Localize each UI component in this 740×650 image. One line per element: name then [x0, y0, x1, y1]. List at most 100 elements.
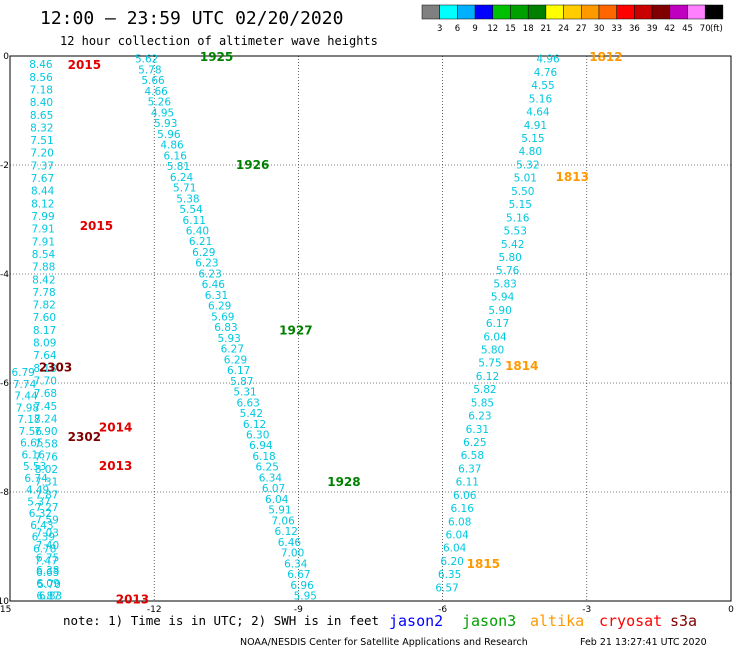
wave-height-value: 4.80 — [519, 146, 542, 158]
wave-height-value: 6.24 — [170, 172, 194, 184]
wave-height-value: 6.27 — [221, 344, 244, 356]
wave-height-value: 6.83 — [39, 591, 62, 603]
wave-height-value: 7.31 — [35, 477, 58, 489]
wave-height-value: 5.69 — [211, 311, 234, 323]
wave-height-value: 6.18 — [252, 451, 275, 463]
wave-height-value: 7.88 — [32, 262, 55, 274]
wave-height-value: 5.42 — [240, 408, 263, 420]
chart-subtitle: 12 hour collection of altimeter wave hei… — [60, 34, 378, 48]
wave-height-value: 8.54 — [32, 249, 56, 261]
track-3: 5.625.785.664.665.264.955.935.964.866.16… — [135, 54, 317, 603]
wave-height-value: 7.91 — [31, 224, 54, 236]
wave-height-value: 8.46 — [29, 59, 53, 71]
x-tick-label: -3 — [582, 605, 591, 615]
wave-height-value: 6.04 — [483, 331, 507, 343]
wave-height-value: 5.90 — [488, 305, 511, 317]
wave-height-value: 4.95 — [151, 107, 174, 119]
wave-height-value: 4.64 — [526, 107, 550, 119]
pass-time-label: 1813 — [556, 170, 589, 184]
wave-height-value: 7.59 — [35, 515, 58, 527]
wave-height-value: 5.70 — [37, 579, 60, 591]
color-swatch — [651, 4, 671, 20]
wave-height-value: 6.94 — [249, 440, 273, 452]
wave-height-value: 6.17 — [227, 365, 250, 377]
x-tick-label: -6 — [438, 605, 447, 615]
pass-time-label: 1925 — [200, 50, 233, 64]
wave-height-value: 6.21 — [189, 236, 212, 248]
pass-time-label: 2014 — [99, 421, 132, 435]
legend-altika: altika — [530, 612, 584, 630]
wave-height-value: 6.07 — [262, 483, 285, 495]
pass-time-label: 1927 — [279, 324, 312, 338]
wave-height-value: 5.94 — [491, 292, 515, 304]
wave-height-value: 7.47 — [35, 555, 58, 567]
legend-jason3: jason3 — [462, 612, 516, 630]
wave-height-value: 7.00 — [281, 548, 304, 560]
wave-height-value: 5.01 — [514, 173, 537, 185]
wave-height-value: 7.24 — [34, 413, 58, 425]
wave-height-value: 6.20 — [440, 556, 463, 568]
pass-time-label: 2013 — [116, 592, 149, 606]
wave-height-value: 5.31 — [233, 387, 256, 399]
pass-time-label: 1814 — [505, 359, 538, 373]
wave-height-value: 7.76 — [35, 451, 59, 463]
wave-height-value: 5.96 — [157, 129, 181, 141]
wave-height-value: 6.31 — [205, 290, 228, 302]
wave-height-value: 6.17 — [486, 318, 509, 330]
color-swatch — [492, 4, 511, 20]
wave-height-value: 6.38 — [36, 565, 59, 577]
wave-height-value: 6.39 — [32, 532, 55, 544]
wave-height-value: 6.57 — [435, 582, 458, 594]
wave-height-value: 5.66 — [141, 75, 165, 87]
wave-height-value: 6.12 — [275, 526, 298, 538]
wave-height-value: 5.16 — [529, 93, 553, 105]
pass-time-label: 2015 — [80, 219, 113, 233]
color-swatch — [474, 4, 494, 20]
wave-height-value: 6.96 — [290, 580, 314, 592]
wave-height-value: 6.63 — [236, 397, 259, 409]
color-scale-label: 30 — [594, 24, 605, 34]
wave-height-value: 8.65 — [30, 110, 53, 122]
color-swatch — [510, 4, 529, 20]
wave-height-value: 6.79 — [11, 367, 34, 379]
wave-height-value: 7.03 — [36, 527, 59, 539]
wave-height-value: 5.50 — [511, 186, 534, 198]
y-tick-label: -4 — [0, 270, 9, 280]
color-scale-label: 9 — [472, 24, 477, 34]
wave-height-value: 6.12 — [476, 371, 499, 383]
wave-height-value: 6.75 — [36, 553, 59, 565]
wave-height-value: 5.80 — [498, 252, 521, 264]
wave-height-value: 8.42 — [32, 274, 55, 286]
legend-jason2: jason2 — [389, 612, 443, 630]
wave-height-value: 6.30 — [246, 430, 269, 442]
wave-height-value: 6.65 — [20, 438, 43, 450]
wave-height-value: 5.95 — [294, 591, 317, 603]
color-swatch — [457, 4, 476, 20]
wave-height-value: 5.26 — [148, 97, 172, 109]
wave-height-value: 6.16 — [451, 503, 475, 515]
wave-height-value: 6.04 — [265, 494, 289, 506]
wave-height-value: 7.40 — [36, 540, 59, 552]
chart-title: 12:00 – 23:59 UTC 02/20/2020 — [40, 8, 343, 29]
wave-height-value: 5.71 — [173, 183, 196, 195]
pass-time-label: 1928 — [327, 475, 360, 489]
axis-ticks: -15 -12 -9 -6 -3 0 0 -2 -4 -6 -8 -10 — [0, 52, 734, 615]
footer-timestamp: Feb 21 13:27:41 UTC 2020 — [580, 637, 707, 648]
wave-height-value: 7.91 — [32, 236, 55, 248]
wave-height-value: 6.58 — [461, 450, 484, 462]
wave-height-value: 6.06 — [453, 490, 477, 502]
wave-height-value: 7.45 — [34, 401, 57, 413]
wave-height-value: 5.75 — [478, 358, 501, 370]
wave-height-value: 8.12 — [31, 198, 54, 210]
wave-height-value: 7.58 — [34, 439, 57, 451]
grid — [10, 56, 731, 601]
wave-height-value: 4.91 — [524, 120, 547, 132]
y-tick-label: -8 — [0, 488, 9, 498]
wave-height-value: 6.32 — [29, 508, 52, 520]
wave-height-value: 6.83 — [214, 322, 237, 334]
wave-height-value: 6.87 — [36, 591, 59, 603]
wave-height-value: 5.76 — [496, 265, 520, 277]
wave-height-value: 6.16 — [22, 449, 46, 461]
wave-height-value: 6.67 — [287, 569, 310, 581]
track-1: 8.468.567.188.408.658.327.517.207.377.67… — [29, 59, 60, 602]
